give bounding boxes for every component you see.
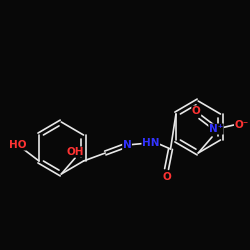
- Text: O: O: [162, 172, 171, 182]
- Text: HN: HN: [142, 138, 160, 148]
- Text: O: O: [192, 106, 200, 116]
- Text: OH: OH: [66, 147, 84, 157]
- Text: O⁻: O⁻: [234, 120, 249, 130]
- Text: N: N: [123, 140, 132, 150]
- Text: N⁺: N⁺: [209, 124, 223, 134]
- Text: HO: HO: [8, 140, 26, 150]
